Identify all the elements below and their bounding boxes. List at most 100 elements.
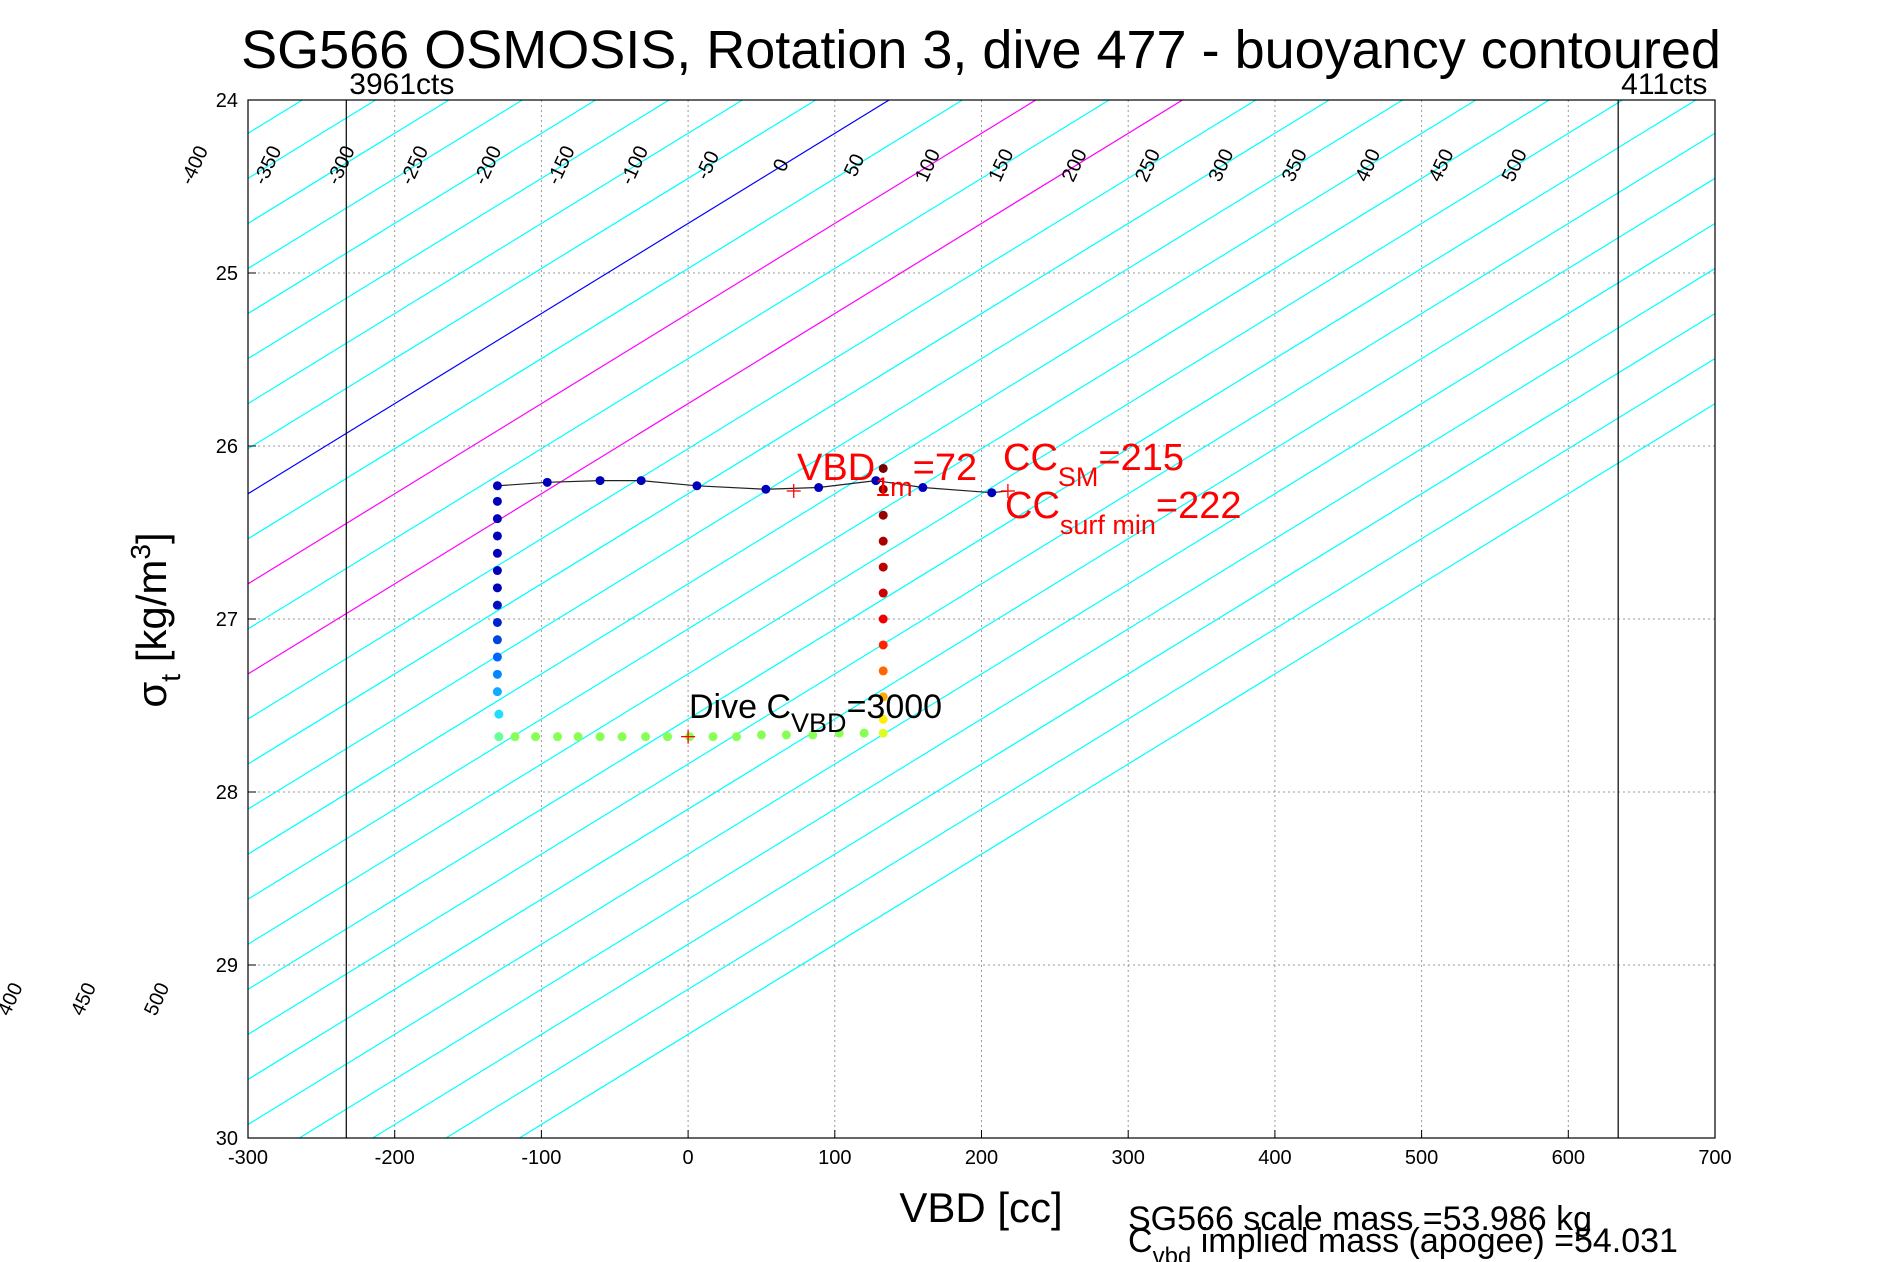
data-point: [510, 732, 520, 742]
grid: [248, 100, 1715, 1138]
dive-cvbd-annotation: Dive CVBD=3000: [689, 688, 942, 738]
x-tick-label: 200: [965, 1147, 998, 1169]
cc-surf-sub: surf min: [1060, 510, 1156, 540]
data-point: [531, 732, 541, 742]
data-point: [878, 536, 888, 546]
data-point: [492, 531, 502, 541]
data-point: [781, 730, 791, 740]
data-point: [617, 732, 627, 742]
x-tick-label: 300: [1112, 1147, 1145, 1169]
contour-line: [248, 100, 1037, 585]
data-point: [492, 687, 502, 697]
data-point: [878, 714, 888, 724]
x-tick-label: 0: [683, 1147, 694, 1169]
data-point: [492, 566, 502, 576]
data-point: [878, 484, 888, 494]
y-axis-label: σt [kg/m3]: [125, 532, 186, 707]
y-tick-label: 25: [216, 263, 238, 285]
contour-line: [248, 100, 1110, 630]
x-axis-label: VBD [cc]: [899, 1184, 1062, 1231]
vbd-1m-sub: 1m: [875, 472, 913, 502]
cc-sm-value: =215: [1098, 437, 1184, 479]
y-tick-label: 28: [216, 782, 238, 804]
footer-rest: implied mass (apogee) =54.031: [1191, 1222, 1678, 1260]
data-points: [492, 463, 997, 742]
footer-scale-mass: SG566 scale mass =53.986 kg: [1128, 1200, 1592, 1238]
x-tick-label: -300: [228, 1147, 268, 1169]
data-point: [492, 635, 502, 645]
x-tick-label: 400: [1258, 1147, 1291, 1169]
contour-lines: [248, 100, 1715, 1138]
y-label-sup: 3: [125, 544, 156, 560]
y-axis-label-text: σt [kg/m3]: [125, 532, 186, 707]
data-point: [878, 614, 888, 624]
data-point: [878, 562, 888, 572]
data-point: [636, 476, 646, 486]
data-point: [595, 732, 605, 742]
contour-line: [248, 177, 1715, 1081]
contour-line: [248, 100, 743, 405]
footer-vbd-sub: vbd: [1153, 1243, 1192, 1262]
data-point: [492, 583, 502, 593]
data-point: [494, 709, 504, 719]
data-point: [641, 732, 651, 742]
data-point: [878, 640, 888, 650]
data-point: [492, 481, 502, 491]
vbd-1m-main: VBD: [797, 447, 875, 489]
data-point: [808, 730, 818, 740]
red-markers: [681, 483, 1015, 744]
contour-line: [248, 100, 1623, 945]
contour-line: [248, 100, 1183, 675]
chart-title: SG566 OSMOSIS, Rotation 3, dive 477 - bu…: [241, 20, 1721, 80]
cc-sm-annotation: CCSM=215: [1003, 437, 1184, 492]
data-point: [878, 666, 888, 676]
cc-surf-min-annotation: CCsurf min=222: [1005, 485, 1242, 540]
contour-line: [248, 132, 1715, 1036]
data-point: [663, 732, 673, 742]
data-point: [542, 477, 552, 487]
y-tick-label: 26: [216, 436, 238, 458]
data-point: [492, 514, 502, 524]
contour-line: [299, 267, 1715, 1138]
data-point: [492, 496, 502, 506]
dive-cvbd-main: Dive C: [689, 688, 791, 726]
data-point: [878, 692, 888, 702]
data-point: [492, 669, 502, 679]
vbd-1m-annotation: VBD1m=72: [797, 447, 977, 502]
contour-line: [248, 100, 817, 450]
vertical-reference-lines: 3961cts 411cts: [345, 68, 1707, 1138]
contour-line: [248, 100, 1330, 765]
y-tick-label: 30: [216, 1128, 238, 1150]
contour-line: [445, 357, 1715, 1138]
vbd-1m-value: =72: [913, 447, 977, 489]
data-point: [878, 588, 888, 598]
y-tick-label: 24: [216, 90, 238, 112]
x-tick-label: 700: [1698, 1147, 1731, 1169]
x-tick-label: 600: [1552, 1147, 1585, 1169]
count-label: 411cts: [1621, 68, 1707, 101]
contour-line: [248, 100, 1257, 720]
contour-line: [372, 312, 1715, 1138]
data-point: [814, 483, 824, 493]
contour-line: [248, 100, 1697, 991]
data-point: [494, 732, 504, 742]
data-point: [918, 483, 928, 493]
count-label: 3961cts: [349, 68, 454, 101]
contour-line: [248, 100, 1403, 810]
cc-surf-value: =222: [1156, 485, 1242, 527]
data-point: [732, 732, 742, 742]
y-label-main: σ: [128, 682, 175, 708]
data-point: [859, 728, 869, 738]
data-point: [871, 476, 881, 486]
dive-cvbd-sub: VBD: [791, 708, 847, 738]
contour-line: [248, 222, 1715, 1126]
x-tick-label: 100: [818, 1147, 851, 1169]
data-point: [492, 652, 502, 662]
data-point: [573, 732, 583, 742]
cc-sm-main: CC: [1003, 437, 1058, 479]
y-label-sub: t: [155, 674, 186, 682]
contour-line: [248, 100, 670, 360]
data-point: [834, 728, 844, 738]
cc-sm-sub: SM: [1058, 462, 1099, 492]
